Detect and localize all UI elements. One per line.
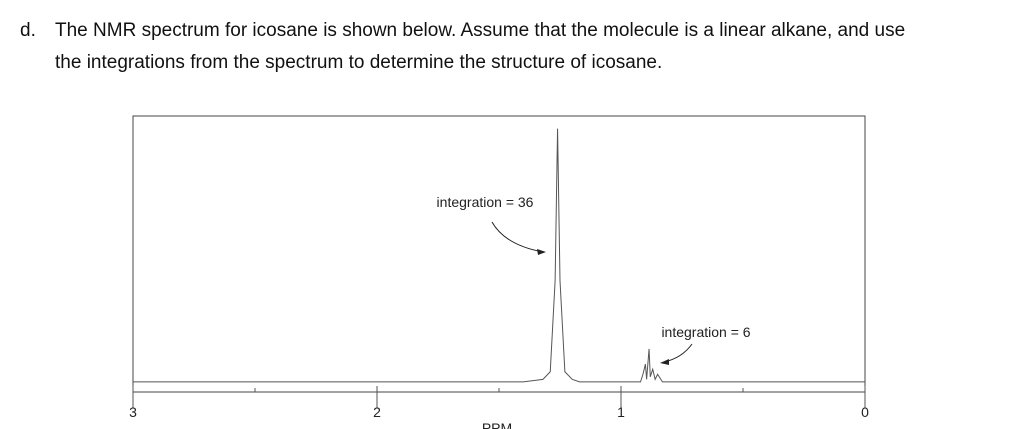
annotation: integration = 6 [661,324,750,340]
arrow-head [537,249,546,255]
arrow-head [660,359,669,365]
question-label: d. [20,20,36,41]
x-tick-label: 0 [861,404,869,420]
plot-frame [132,115,866,393]
x-axis-label: PPM [482,420,512,429]
question-line: the integrations from the spectrum to de… [55,52,663,73]
question-line: The NMR spectrum for icosane is shown be… [55,20,906,41]
spectrum-line [133,128,865,383]
x-tick-label: 3 [129,404,137,420]
x-tick-label: 1 [617,404,625,420]
arrow [663,343,693,363]
arrow [491,221,544,253]
x-tick-label: 2 [373,404,381,420]
annotation: integration = 36 [437,194,534,210]
